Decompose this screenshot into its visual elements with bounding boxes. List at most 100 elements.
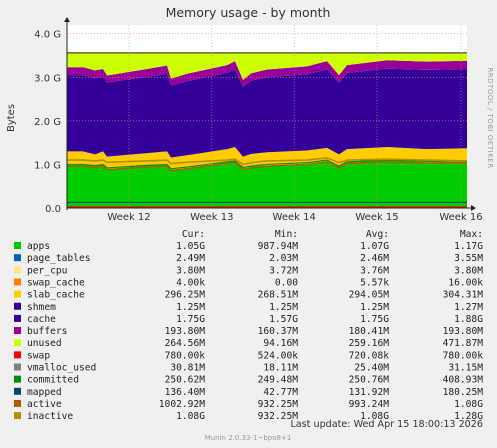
legend-value: 1.08G [176,411,205,422]
last-update: Last update: Wed Apr 15 18:00:13 2026 [290,419,483,430]
legend-value: 780.00k [165,350,206,361]
legend: Cur: Min: Avg: Max: apps 1.05G 987.94M 1.07… [14,229,483,422]
legend-value: 30.81M [170,363,205,374]
legend-value: 2.49M [176,253,205,264]
legend-swatch-mapped [14,387,21,395]
stack-areas [67,52,468,208]
y-tick-label: 1.0 G [34,160,61,171]
x-tick-label: Week 16 [439,212,482,223]
legend-value: 193.80M [443,326,484,337]
legend-value: 268.51M [258,290,299,301]
y-tick-label: 3.0 G [34,73,61,84]
legend-swatch-vmalloc_used [14,363,21,371]
legend-value: 25.40M [354,363,389,374]
x-tick-label: Week 12 [107,212,150,223]
x-axis-arrow [471,205,476,211]
line-committed [67,159,468,170]
legend-value: 0.00 [275,277,298,288]
legend-swatch-shmem [14,302,21,310]
legend-swatch-swap [14,351,21,359]
legend-name: page_tables [27,253,91,264]
legend-value: 720.08k [349,350,390,361]
legend-value: 1.07G [360,241,389,252]
legend-value: 3.76M [360,265,389,276]
y-tick-label: 2.0 G [34,117,61,128]
legend-value: 18.11M [263,363,298,374]
legend-swatch-active [14,399,21,407]
legend-name: swap_cache [27,277,85,288]
munin-version: Munin 2.0.33-1~bpo8+1 [205,434,292,442]
legend-value: 471.87M [443,338,484,349]
legend-swatch-slab_cache [14,290,21,298]
grid-lines [67,25,467,208]
legend-value: 193.80M [165,326,206,337]
legend-value: 1.75G [360,314,389,325]
legend-name: buffers [27,326,67,337]
legend-value: 42.77M [263,387,298,398]
x-tick-labels: Week 12 Week 13 Week 14 Week 15 Week 16 [107,212,482,223]
legend-value: 932.25M [258,411,299,422]
legend-swatch-buffers [14,327,21,335]
legend-value: 1.25M [360,302,389,313]
legend-swatch-committed [14,375,21,383]
legend-swatch-inactive [14,412,21,420]
legend-name: mapped [27,387,62,398]
chart-title: Memory usage - by month [166,5,331,20]
legend-value: 1.25M [176,302,205,313]
legend-swatch-unused [14,339,21,347]
legend-value: 160.37M [258,326,299,337]
col-max-header: Max: [460,229,483,240]
legend-name: cache [27,314,56,325]
legend-name: vmalloc_used [27,363,96,374]
axes [64,17,476,211]
legend-value: 3.55M [454,253,483,264]
legend-value: 5.57k [360,277,389,288]
legend-name: active [27,399,62,410]
rrdtool-credit: RRDTOOL / TOBI OETIKER [486,67,494,168]
legend-name: inactive [27,411,73,422]
legend-value: 1.05G [176,241,205,252]
legend-swatch-swap_cache [14,278,21,286]
y-tick-label: 0.0 [45,204,61,215]
legend-name: slab_cache [27,290,85,301]
legend-swatch-per_cpu [14,266,21,274]
legend-value: 3.80M [176,265,205,276]
col-avg-header: Avg: [366,229,389,240]
legend-value: 1.57G [269,314,298,325]
legend-value: 932.25M [258,399,299,410]
y-axis-arrow [64,17,70,22]
legend-value: 294.05M [349,290,390,301]
legend-value: 131.92M [349,387,390,398]
legend-value: 296.25M [165,290,206,301]
legend-name: per_cpu [27,265,67,276]
area-cache [67,68,467,158]
legend-name: swap [27,350,50,361]
area-unused [67,52,467,80]
legend-value: 250.62M [165,375,206,386]
legend-value: 250.76M [349,375,390,386]
col-min-header: Min: [275,229,298,240]
legend-value: 249.48M [258,375,299,386]
legend-name: committed [27,375,79,386]
legend-value: 1.27M [454,302,483,313]
x-tick-label: Week 15 [355,212,398,223]
legend-value: 1.17G [454,241,483,252]
legend-name: shmem [27,302,56,313]
line-inactive [67,157,468,166]
legend-value: 1.08G [454,399,483,410]
legend-swatch-apps [14,242,21,249]
legend-value: 987.94M [258,241,299,252]
legend-name: apps [27,241,50,252]
legend-swatch-page_tables [14,254,21,262]
legend-value: 136.40M [165,387,206,398]
legend-value: 259.16M [349,338,390,349]
y-tick-label: 4.0 G [34,30,61,41]
legend-value: 1.28G [454,411,483,422]
y-tick-labels: 0.0 1.0 G 2.0 G 3.0 G 4.0 G [34,30,61,215]
legend-value: 780.00k [443,350,484,361]
legend-value: 1.88G [454,314,483,325]
line-active [67,161,468,172]
legend-value: 3.72M [269,265,298,276]
x-tick-label: Week 13 [190,212,233,223]
